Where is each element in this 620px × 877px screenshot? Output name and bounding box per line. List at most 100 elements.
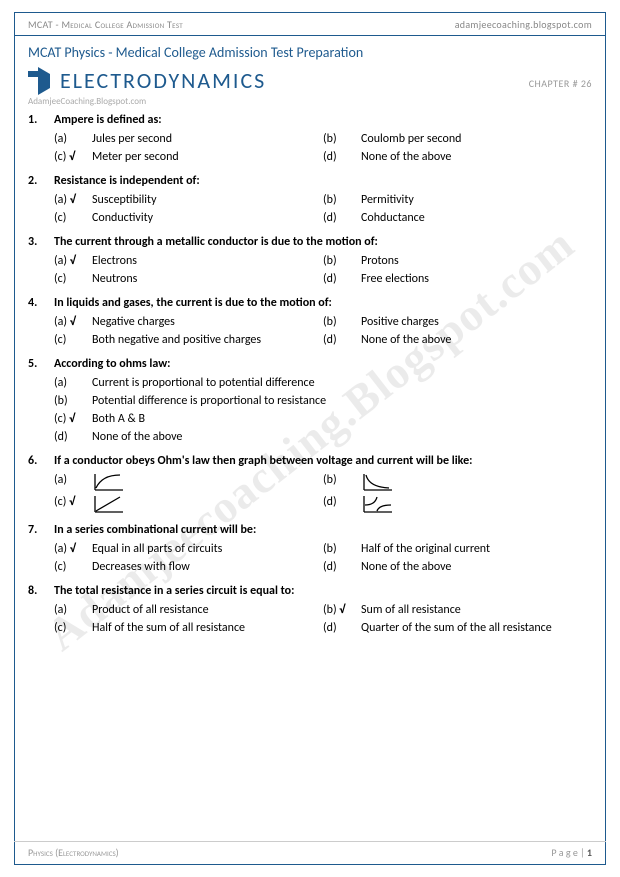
option: (b)Positive charges	[323, 313, 592, 331]
option-label: (c) √	[54, 410, 92, 428]
option-label: (c)	[54, 558, 92, 576]
option: (b)	[323, 471, 592, 493]
option-label: (c) √	[54, 148, 92, 166]
option: (d)	[323, 493, 592, 515]
question-number: 2.	[28, 174, 54, 188]
option: (a) √Electrons	[54, 252, 323, 270]
blog-url-small: AdamjeeCoaching.Blogspot.com	[14, 96, 606, 113]
option-label: (c)	[54, 619, 92, 637]
option-label: (a)	[54, 130, 92, 148]
header-left: MCAT - Medical College Admission Test	[28, 18, 183, 31]
subtitle: MCAT Physics - Medical College Admission…	[14, 44, 606, 61]
option: (b)Protons	[323, 252, 592, 270]
question-number: 8.	[28, 584, 54, 598]
option-text: Product of all resistance	[92, 601, 209, 619]
question-number: 4.	[28, 296, 54, 310]
footer-left: Physics (Electrodynamics)	[28, 846, 119, 859]
title-row: ELECTRODYNAMICS CHAPTER # 26	[14, 67, 606, 94]
question: 7.In a series combinational current will…	[28, 523, 592, 576]
page-content: MCAT - Medical College Admission Test ad…	[14, 12, 606, 865]
option-text: Coulomb per second	[361, 130, 461, 148]
option: (d)None of the above	[54, 428, 592, 446]
option: (d)None of the above	[323, 148, 592, 166]
option: (c)Both negative and positive charges	[54, 331, 323, 349]
option-label: (c)	[54, 209, 92, 227]
option-label: (c) √	[54, 493, 92, 515]
option-text: Susceptibility	[92, 191, 157, 209]
option-label: (d)	[323, 148, 361, 166]
option-label: (b) √	[323, 601, 361, 619]
option-label: (b)	[323, 471, 361, 493]
option-text	[361, 493, 395, 515]
option: (d)None of the above	[323, 558, 592, 576]
option-text: Quarter of the sum of the all resistance	[361, 619, 552, 637]
option-text: Positive charges	[361, 313, 439, 331]
question-number: 3.	[28, 235, 54, 249]
option-label: (a) √	[54, 540, 92, 558]
option: (a)	[54, 471, 323, 493]
option-label: (d)	[323, 619, 361, 637]
option-label: (b)	[323, 252, 361, 270]
question: 1.Ampere is defined as:(a)Jules per seco…	[28, 113, 592, 166]
arrow-icon	[38, 67, 50, 95]
option-label: (a) √	[54, 313, 92, 331]
option-text: Negative charges	[92, 313, 175, 331]
option-text: Current is proportional to potential dif…	[92, 374, 315, 392]
question: 3.The current through a metallic conduct…	[28, 235, 592, 288]
option-text: Both A & B	[92, 410, 145, 428]
option: (a) √Susceptibility	[54, 191, 323, 209]
option: (a)Current is proportional to potential …	[54, 374, 592, 392]
option-text: Protons	[361, 252, 399, 270]
question: 2.Resistance is independent of:(a) √Susc…	[28, 174, 592, 227]
option-text: Cohductance	[361, 209, 425, 227]
option-text: Both negative and positive charges	[92, 331, 261, 349]
option: (b)Half of the original current	[323, 540, 592, 558]
check-icon: √	[70, 315, 76, 329]
question-text: In a series combinational current will b…	[54, 523, 256, 537]
option: (c) √Both A & B	[54, 410, 592, 428]
question-text: The total resistance in a series circuit…	[54, 584, 294, 598]
option-text	[92, 493, 126, 515]
option-text: Conductivity	[92, 209, 153, 227]
option-label: (a) √	[54, 191, 92, 209]
option-text: Neutrons	[92, 270, 137, 288]
option: (a) √Equal in all parts of circuits	[54, 540, 323, 558]
option: (a)Product of all resistance	[54, 601, 323, 619]
question-text: In liquids and gases, the current is due…	[54, 296, 332, 310]
question-number: 7.	[28, 523, 54, 537]
page-number: 1	[587, 846, 592, 859]
option-text	[92, 471, 126, 493]
question-number: 1.	[28, 113, 54, 127]
page-title: ELECTRODYNAMICS	[60, 67, 529, 94]
option-label: (b)	[323, 130, 361, 148]
option: (b) √Sum of all resistance	[323, 601, 592, 619]
option-text: Jules per second	[92, 130, 172, 148]
option-text	[361, 471, 395, 493]
option-text: Sum of all resistance	[361, 601, 461, 619]
option-label: (d)	[54, 428, 92, 446]
header-right: adamjeecoaching.blogspot.com	[455, 18, 592, 31]
question-number: 5.	[28, 357, 54, 371]
option-label: (d)	[323, 493, 361, 515]
option-label: (d)	[323, 331, 361, 349]
option-label: (b)	[323, 313, 361, 331]
option: (c) √Meter per second	[54, 148, 323, 166]
option: (c)Half of the sum of all resistance	[54, 619, 323, 637]
option: (d)Cohductance	[323, 209, 592, 227]
option-text: Electrons	[92, 252, 137, 270]
option-text: Equal in all parts of circuits	[92, 540, 222, 558]
question-text: According to ohms law:	[54, 357, 170, 371]
question-list: 1.Ampere is defined as:(a)Jules per seco…	[14, 113, 606, 637]
option-label: (d)	[323, 209, 361, 227]
option-text: None of the above	[92, 428, 182, 446]
option-label: (d)	[323, 558, 361, 576]
page-label: P a g e |	[551, 846, 587, 859]
option: (c)Conductivity	[54, 209, 323, 227]
header-divider	[14, 35, 606, 36]
option-label: (b)	[54, 392, 92, 410]
check-icon: √	[70, 254, 76, 268]
check-icon: √	[69, 495, 75, 509]
option: (b)Permitivity	[323, 191, 592, 209]
question-number: 6.	[28, 454, 54, 468]
option: (a)Jules per second	[54, 130, 323, 148]
